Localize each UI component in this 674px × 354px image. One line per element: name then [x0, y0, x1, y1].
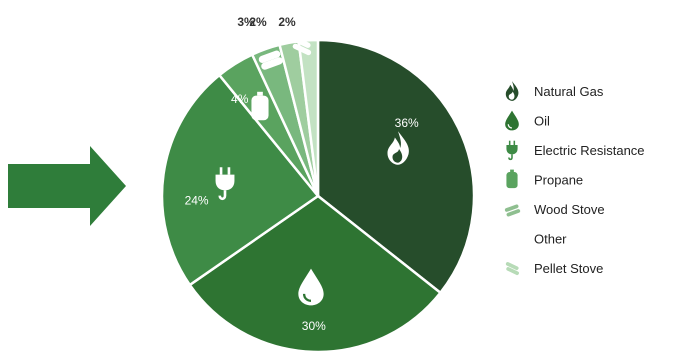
legend-item-propane: Propane	[506, 169, 583, 189]
oil-drop-icon	[505, 110, 519, 131]
right-arrow-icon	[8, 146, 126, 226]
legend-label: Wood Stove	[534, 202, 605, 217]
pellet-icon	[505, 262, 519, 275]
firewood-icon	[258, 50, 283, 70]
pie-slices	[160, 38, 476, 354]
slice-icons	[215, 36, 409, 306]
legend-item-wood-stove: Wood Stove	[504, 202, 605, 218]
slice-labels: 36%30%24%4%3%2% 2%	[185, 15, 419, 333]
pie-slice-natural-gas	[316, 38, 476, 295]
slice-label-pellet-stove: 2%	[278, 15, 296, 29]
legend-label: Electric Resistance	[534, 143, 645, 158]
legend-label: Natural Gas	[534, 84, 604, 99]
oil-drop-icon	[298, 268, 324, 306]
electric-plug-icon	[215, 167, 235, 201]
propane-tank-icon	[506, 169, 518, 189]
legend-label: Propane	[534, 173, 583, 188]
legend-label: Pellet Stove	[534, 261, 603, 276]
legend-item-natural-gas: Natural Gas	[505, 81, 604, 101]
legend-item-oil: Oil	[505, 110, 550, 131]
propane-tank-icon	[251, 91, 269, 121]
pie-slice-oil	[188, 194, 443, 354]
legend-item-pellet-stove: Pellet Stove	[505, 261, 603, 276]
slice-label-propane: 4%	[231, 92, 249, 106]
legend-item-other: Other	[534, 232, 567, 247]
electric-plug-icon	[506, 140, 518, 161]
pellet-icon	[292, 36, 312, 56]
flame-icon	[505, 81, 519, 101]
pie-slice-electric-resistance	[160, 73, 320, 287]
legend: Natural Gas Oil Electric Resistance Propane…	[504, 81, 645, 276]
slice-label-oil: 30%	[302, 319, 326, 333]
firewood-icon	[504, 203, 521, 218]
legend-item-electric-resistance: Electric Resistance	[506, 140, 645, 161]
slice-label-wood-stove: 3%	[237, 15, 255, 29]
slice-label-natural-gas: 36%	[395, 116, 419, 130]
flame-icon	[387, 131, 409, 165]
slice-label-other: 2%	[249, 15, 267, 29]
legend-label: Oil	[534, 114, 550, 129]
legend-label: Other	[534, 232, 567, 247]
slice-label-electric-resistance: 24%	[185, 193, 209, 207]
